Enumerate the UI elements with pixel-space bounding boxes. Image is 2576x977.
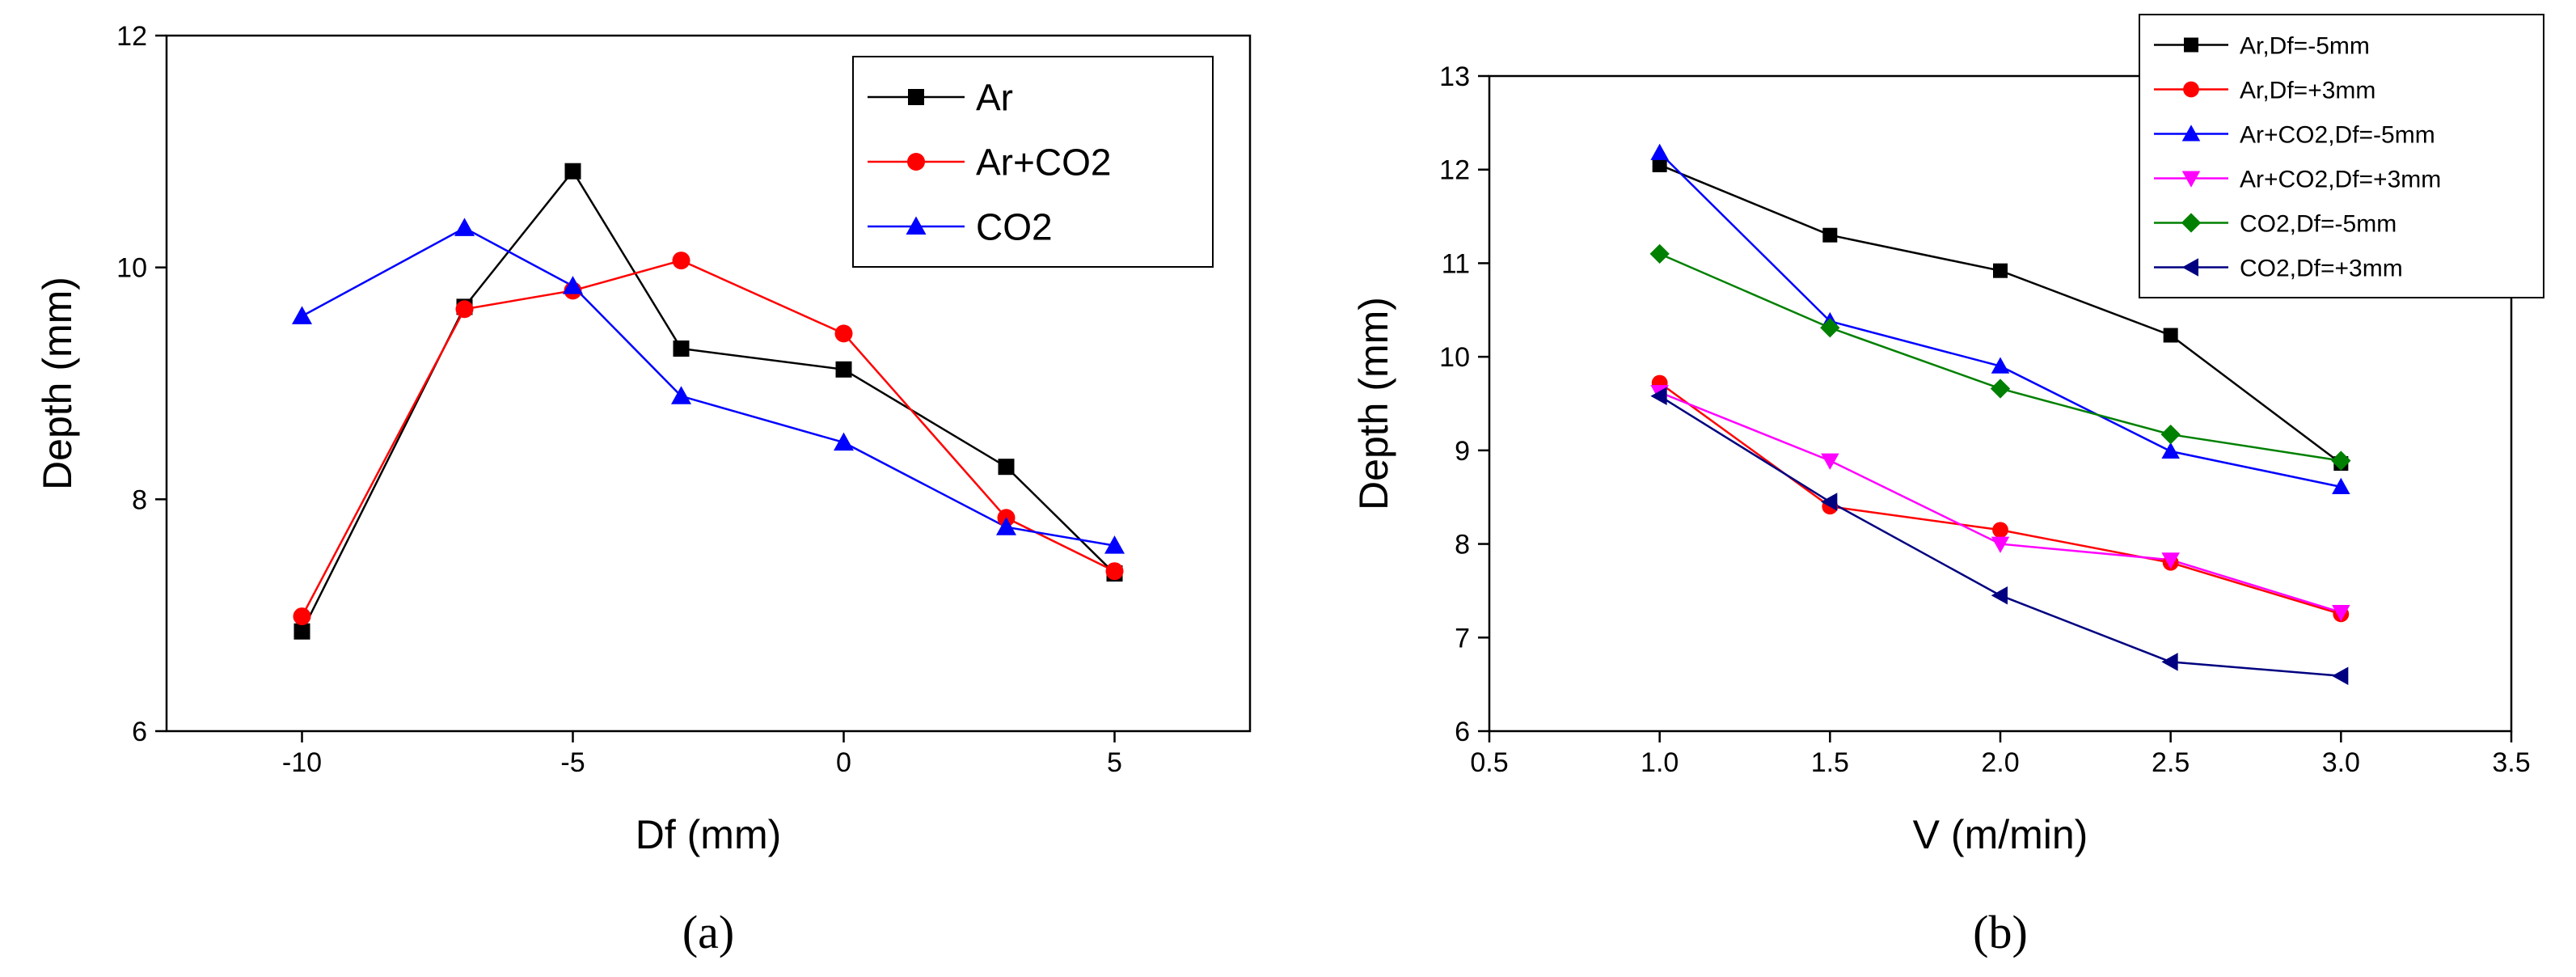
x-tick-label: 2.5 xyxy=(2152,747,2190,778)
legend-a: Ar Ar+CO2 CO2 xyxy=(852,56,1214,268)
data-point-ar-co2-df-3mm xyxy=(1821,453,1839,470)
legend-marker-ar-df-3mm xyxy=(2183,81,2199,98)
data-point-ar-co2-df-3mm xyxy=(1991,536,2010,553)
data-point-co2-df-5mm xyxy=(1820,318,1840,338)
data-point-co2-df-5mm xyxy=(2160,425,2181,445)
legend-marker-co2 xyxy=(906,216,927,235)
data-point-co2-df-3mm xyxy=(2161,653,2178,671)
panel-label-b: (b) xyxy=(1973,906,2028,958)
y-axis-label-b: Depth (mm) xyxy=(1351,297,1396,510)
data-point-co2 xyxy=(1104,535,1125,554)
x-tick-label: 0 xyxy=(836,747,851,778)
data-point-ar xyxy=(564,163,581,180)
y-tick-label: 7 xyxy=(1455,623,1470,653)
y-tick-label: 8 xyxy=(132,484,147,515)
data-point-ar-co2-df-3mm xyxy=(2161,552,2180,569)
data-point-co2 xyxy=(454,218,475,236)
series-line-ar-co2 xyxy=(301,259,1116,617)
data-point-co2 xyxy=(671,386,691,404)
legend-label-ar-df-5mm: Ar,Df=-5mm xyxy=(2240,32,2370,59)
legend-label-ar-co2-df-3mm: Ar+CO2,Df=+3mm xyxy=(2240,166,2441,192)
data-point-ar-co2 xyxy=(455,300,474,319)
legend-label-ar: Ar xyxy=(976,77,1013,119)
data-point-co2-df-5mm xyxy=(1990,379,2011,399)
data-point-co2-df-5mm xyxy=(1649,243,1670,264)
legend-marker-ar-co2-df-5mm xyxy=(2181,125,2201,142)
x-tick-label: -10 xyxy=(282,747,322,778)
chart-panel-a: -10 -5 0 5 6 8 10 12 Ar Ar+CO2 CO2 Df (mm) Depth … xyxy=(35,21,1252,958)
legend-marker-ar-df-5mm xyxy=(2184,37,2198,53)
x-tick-label: 3.5 xyxy=(2492,747,2530,778)
data-point-ar xyxy=(293,623,310,640)
data-point-ar-df-5mm xyxy=(2163,328,2178,343)
data-point-ar-co2 xyxy=(1105,562,1124,581)
y-tick-label: 10 xyxy=(116,253,147,284)
x-tick-label: 2.0 xyxy=(1981,747,2019,778)
data-point-ar-df-5mm xyxy=(1822,227,1838,243)
legend-marker-co2-df-3mm xyxy=(2181,258,2198,277)
legend-label-co2-df-5mm: CO2,Df=-5mm xyxy=(2240,210,2397,237)
data-point-ar-df-5mm xyxy=(1652,157,1667,172)
legend-marker-ar xyxy=(908,89,924,105)
x-axis-label-b: V (m/min) xyxy=(1913,812,2088,857)
x-tick-label: 1.0 xyxy=(1641,747,1679,778)
data-point-ar xyxy=(673,340,690,357)
data-point-co2-df-3mm xyxy=(1650,387,1667,405)
chart-panel-b: 0.5 1.0 1.5 2.0 2.5 3.0 3.5 6 7 8 9 10 11 12 13 Ar,Df=… xyxy=(1351,14,2544,958)
legend-marker-ar-co2 xyxy=(907,153,925,171)
legend-label-ar-df-3mm: Ar,Df=+3mm xyxy=(2240,77,2375,104)
panel-label-a: (a) xyxy=(682,906,734,958)
y-tick-label: 10 xyxy=(1439,342,1470,373)
y-tick-label: 6 xyxy=(132,717,147,747)
data-point-ar-co2-df-3mm xyxy=(2332,605,2350,622)
data-point-co2-df-3mm xyxy=(1991,586,2008,605)
data-point-co2 xyxy=(834,432,854,451)
x-tick-label: 5 xyxy=(1107,747,1122,778)
data-point-ar-co2 xyxy=(672,252,690,270)
legend-box xyxy=(2139,14,2544,298)
data-point-co2-df-3mm xyxy=(1821,493,1838,511)
data-point-co2-df-5mm xyxy=(2331,450,2351,471)
y-tick-label: 12 xyxy=(116,21,147,52)
legend-label-co2: CO2 xyxy=(976,206,1053,248)
data-point-ar-df-5mm xyxy=(1993,263,2008,278)
y-tick-label: 9 xyxy=(1455,436,1470,467)
legend-b: Ar,Df=-5mm Ar,Df=+3mm Ar+CO2,Df=-5mm Ar+CO2… xyxy=(2139,14,2544,298)
legend-marker-ar-co2-df-3mm xyxy=(2181,171,2201,188)
data-point-ar-co2 xyxy=(834,324,853,343)
y-tick-label: 8 xyxy=(1455,530,1470,560)
legend-label-ar-co2-df-5mm: Ar+CO2,Df=-5mm xyxy=(2240,121,2435,148)
plot-area-a xyxy=(165,34,1252,733)
data-point-ar xyxy=(998,459,1015,476)
data-point-ar-co2-df-5mm xyxy=(2161,442,2180,459)
x-tick-label: 1.5 xyxy=(1811,747,1849,778)
x-tick-label: -5 xyxy=(560,747,585,778)
data-point-ar-co2-df-5mm xyxy=(2332,477,2350,494)
y-tick-label: 11 xyxy=(1442,248,1470,279)
x-axis-label-a: Df (mm) xyxy=(636,812,782,857)
y-tick-label: 6 xyxy=(1455,717,1470,747)
data-point-co2 xyxy=(292,306,312,324)
data-point-ar-df-3mm xyxy=(1992,522,2008,539)
data-point-co2 xyxy=(563,276,583,294)
data-point-ar-co2 xyxy=(293,607,311,626)
data-point-ar-co2-df-5mm xyxy=(1650,143,1669,160)
y-tick-label: 12 xyxy=(1439,155,1470,186)
series-line-ar-df-3mm xyxy=(1658,382,2342,615)
data-point-co2-df-3mm xyxy=(2332,666,2349,685)
legend-label-ar-co2: Ar+CO2 xyxy=(976,142,1111,184)
x-tick-label: 3.0 xyxy=(2322,747,2360,778)
legend-marker-co2-df-5mm xyxy=(2181,213,2202,233)
y-tick-label: 13 xyxy=(1439,61,1470,92)
y-axis-label-a: Depth (mm) xyxy=(35,277,80,490)
data-point-ar-co2-df-5mm xyxy=(1991,357,2010,374)
legend-label-co2-df-3mm: CO2,Df=+3mm xyxy=(2240,255,2403,281)
x-tick-label: 0.5 xyxy=(1470,747,1508,778)
series-line-ar-co2-df-3mm xyxy=(1659,391,2342,614)
data-point-co2 xyxy=(996,517,1016,535)
data-point-ar xyxy=(835,361,852,378)
